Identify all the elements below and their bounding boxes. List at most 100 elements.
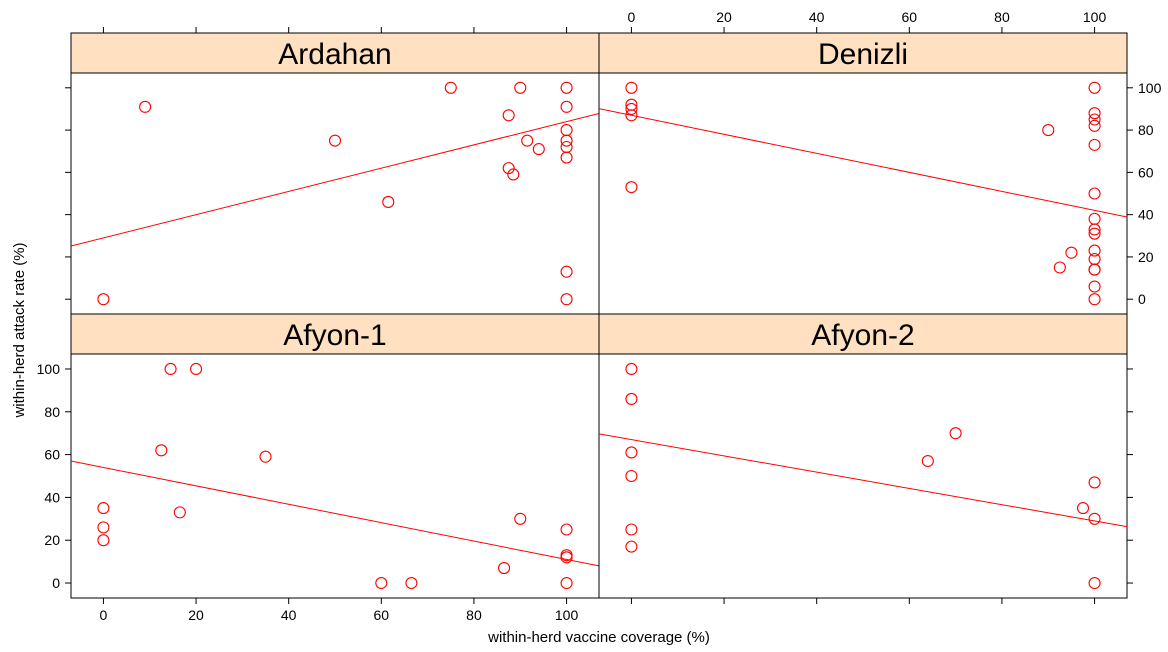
data-point bbox=[560, 576, 573, 590]
data-point bbox=[375, 576, 388, 590]
regression-line bbox=[71, 460, 599, 567]
regression-line bbox=[599, 433, 1127, 528]
x-tick-label: 40 bbox=[809, 9, 825, 25]
data-point bbox=[560, 523, 573, 536]
data-point bbox=[502, 162, 515, 175]
y-tick-label: 40 bbox=[44, 489, 60, 505]
data-point bbox=[625, 181, 638, 194]
x-tick-label: 0 bbox=[100, 607, 108, 623]
data-point bbox=[625, 446, 638, 459]
x-tick-label: 20 bbox=[716, 9, 732, 25]
axes-layer: 0 0 20 20 40 40 60 60 80 80 100 100 0 0 20 20 40 40 60 60 80… bbox=[37, 9, 1162, 623]
data-point bbox=[1088, 119, 1101, 132]
panel-afyon-1: Afyon-1 bbox=[70, 313, 600, 599]
y-tick-label: 80 bbox=[1138, 122, 1154, 138]
data-point bbox=[498, 561, 511, 575]
y-tick-label: 20 bbox=[44, 532, 60, 548]
data-point bbox=[921, 454, 934, 468]
data-point bbox=[1088, 293, 1101, 306]
x-tick-label: 0 bbox=[628, 9, 636, 25]
data-point bbox=[259, 450, 272, 463]
y-tick-label: 20 bbox=[1138, 249, 1154, 265]
data-point bbox=[1088, 212, 1101, 225]
data-point bbox=[1088, 187, 1101, 200]
data-point bbox=[405, 576, 418, 590]
data-point bbox=[1042, 124, 1055, 137]
data-point bbox=[382, 195, 395, 209]
x-tick-label: 60 bbox=[902, 9, 918, 25]
data-point bbox=[625, 109, 638, 122]
x-tick-label: 20 bbox=[188, 607, 204, 623]
panel-afyon-2: Afyon-2 bbox=[598, 313, 1128, 599]
strip-label: Ardahan bbox=[278, 38, 391, 71]
data-point bbox=[521, 134, 534, 147]
data-point bbox=[155, 444, 168, 457]
data-point bbox=[560, 551, 573, 564]
data-point bbox=[560, 134, 573, 147]
strip-label: Denizli bbox=[818, 38, 908, 71]
data-point bbox=[1088, 252, 1101, 266]
x-tick-label: 100 bbox=[555, 607, 579, 623]
y-tick-label: 80 bbox=[44, 404, 60, 420]
data-point bbox=[625, 469, 638, 483]
y-tick-label: 100 bbox=[37, 361, 61, 377]
strip-background bbox=[70, 313, 600, 355]
x-tick-label: 80 bbox=[994, 9, 1010, 25]
data-point bbox=[1088, 244, 1101, 257]
data-point bbox=[625, 523, 638, 536]
data-point bbox=[949, 427, 962, 440]
y-tick-label: 40 bbox=[1138, 207, 1154, 223]
data-point bbox=[560, 140, 573, 154]
regression-line bbox=[71, 112, 599, 247]
panel-border bbox=[598, 353, 1128, 599]
strip-background bbox=[598, 313, 1128, 355]
data-point bbox=[1076, 502, 1090, 515]
data-point bbox=[625, 102, 638, 115]
data-point bbox=[328, 134, 342, 147]
strip-label: Afyon-2 bbox=[811, 319, 914, 352]
y-tick-label: 60 bbox=[1138, 164, 1154, 180]
data-point bbox=[1088, 107, 1101, 120]
data-point bbox=[1088, 280, 1101, 293]
y-tick-label: 0 bbox=[52, 575, 60, 591]
data-point bbox=[532, 143, 545, 156]
data-point bbox=[1088, 138, 1101, 151]
data-point bbox=[560, 265, 573, 278]
strip-background bbox=[70, 32, 600, 74]
panels-layer: Ardahan Denizli Afyon-1 Afyon-2 bbox=[70, 32, 1128, 599]
data-point bbox=[1088, 227, 1101, 240]
data-point bbox=[444, 81, 457, 94]
data-point bbox=[625, 81, 638, 94]
panel-denizli: Denizli bbox=[598, 32, 1128, 315]
data-point bbox=[1088, 263, 1101, 276]
regression-line bbox=[599, 108, 1127, 218]
data-point bbox=[1088, 113, 1101, 126]
y-tick-label: 60 bbox=[44, 447, 60, 463]
data-point bbox=[190, 362, 203, 376]
data-point bbox=[502, 109, 515, 122]
x-tick-label: 100 bbox=[1083, 9, 1107, 25]
data-point bbox=[164, 362, 177, 376]
data-point bbox=[1088, 476, 1101, 489]
data-point bbox=[97, 521, 110, 534]
data-point bbox=[625, 362, 638, 376]
data-point bbox=[560, 124, 573, 137]
data-point bbox=[1065, 246, 1078, 259]
data-point bbox=[1053, 261, 1066, 274]
data-point bbox=[507, 168, 520, 181]
data-point bbox=[97, 534, 110, 547]
y-tick-label: 0 bbox=[1138, 291, 1146, 307]
y-axis-title: within-herd attack rate (%) bbox=[11, 242, 28, 418]
data-point bbox=[97, 502, 110, 515]
data-point bbox=[1088, 512, 1101, 525]
data-point bbox=[560, 151, 573, 164]
panel-border bbox=[598, 72, 1128, 315]
data-point bbox=[173, 506, 186, 519]
data-point bbox=[1088, 223, 1101, 236]
data-point bbox=[514, 512, 527, 525]
data-point bbox=[625, 540, 638, 553]
data-point bbox=[625, 392, 638, 405]
data-point bbox=[1088, 81, 1101, 94]
panel-border bbox=[70, 353, 600, 599]
